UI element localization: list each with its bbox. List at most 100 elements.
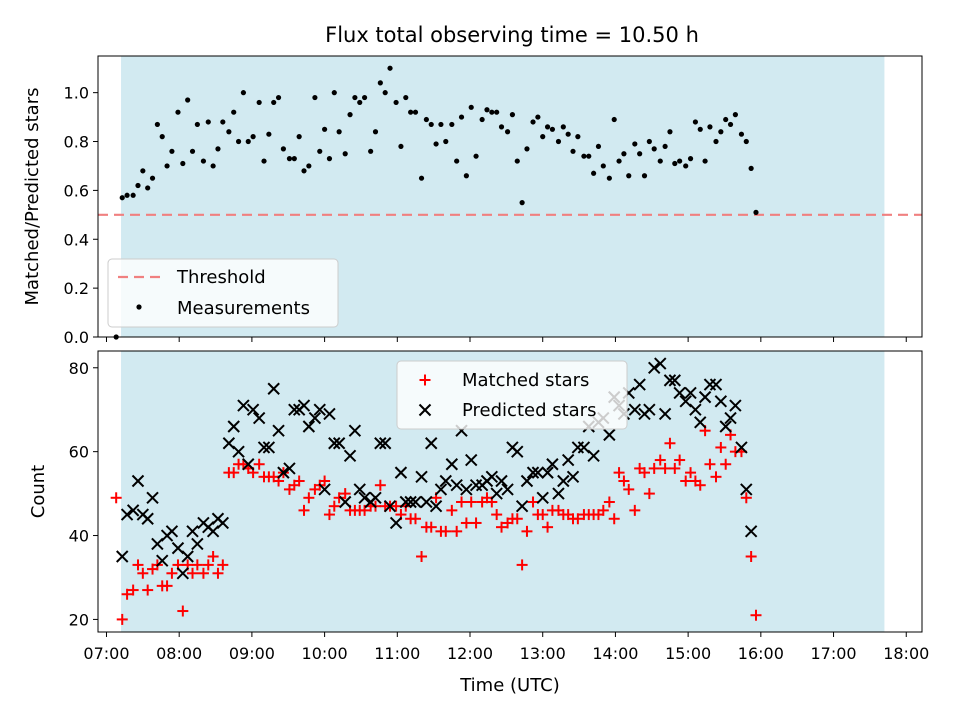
measurement-point <box>581 153 587 159</box>
measurement-point <box>256 99 262 106</box>
matched-point <box>333 492 345 504</box>
measurement-point <box>130 192 136 198</box>
measurement-point <box>519 200 525 206</box>
matched-point <box>161 580 173 592</box>
predicted-point <box>378 437 392 450</box>
cross-stroke <box>654 357 667 370</box>
legend-predicted-swatch <box>418 403 432 417</box>
matched-point <box>639 467 651 479</box>
cross-stroke <box>415 470 428 484</box>
measurement-point <box>677 158 683 164</box>
measurement-point <box>433 141 439 147</box>
measurement-point <box>393 99 399 106</box>
measurement-point <box>361 94 368 101</box>
predicted-point <box>116 550 129 563</box>
matched-point <box>623 483 635 495</box>
cross-stroke <box>328 437 341 450</box>
measurement-point <box>509 112 516 118</box>
cross-stroke <box>445 458 459 471</box>
measurement-point <box>296 134 302 140</box>
measurement-point <box>261 158 267 164</box>
matched-point <box>613 467 625 479</box>
matched-point <box>166 567 178 579</box>
predicted-point <box>338 495 352 509</box>
predicted-point <box>399 495 412 509</box>
measurement-point <box>484 107 490 113</box>
legend-predicted-label: Predicted stars <box>462 400 596 421</box>
predicted-point <box>323 407 336 421</box>
cross-stroke <box>257 441 271 454</box>
cross-stroke <box>191 537 204 551</box>
predicted-point <box>526 466 540 479</box>
measurement-point <box>387 65 393 71</box>
cross-stroke <box>439 474 452 488</box>
matched-point <box>750 609 762 621</box>
matched-point <box>491 509 503 521</box>
matched-point <box>191 559 203 571</box>
cross-stroke <box>252 411 266 425</box>
measurements-series <box>113 65 759 340</box>
cross-stroke <box>495 474 508 488</box>
measurement-point <box>312 94 318 101</box>
cross-stroke <box>120 508 134 521</box>
cross-stroke <box>283 462 296 475</box>
measurement-point <box>738 131 745 137</box>
cross-stroke <box>171 541 185 555</box>
measurement-point <box>683 163 689 169</box>
matched-point <box>654 454 666 466</box>
measurement-point <box>382 90 388 96</box>
matched-point <box>521 525 533 537</box>
legend-threshold-label: Threshold <box>176 267 266 288</box>
matched-point <box>440 525 452 537</box>
predicted-point <box>633 378 646 391</box>
cross-stroke <box>628 403 642 416</box>
matched-point <box>116 613 128 625</box>
measurement-point <box>352 94 358 101</box>
measurement-point <box>530 119 536 125</box>
measurement-point <box>504 129 511 135</box>
measurement-point <box>368 148 374 154</box>
matched-point <box>456 496 468 508</box>
predicted-point <box>668 374 682 387</box>
matched-point <box>643 488 655 500</box>
measurement-point <box>210 163 216 169</box>
matched-point <box>127 584 139 596</box>
predicted-point <box>654 357 667 370</box>
predicted-point <box>673 386 686 400</box>
measurement-point <box>235 138 242 145</box>
cross-stroke <box>673 386 686 400</box>
measurement-point <box>560 124 566 130</box>
matched-point <box>710 471 722 483</box>
measurement-point <box>317 148 323 154</box>
matched-point <box>390 500 402 512</box>
predicted-point <box>587 449 600 463</box>
matched-point <box>516 559 528 571</box>
legend-cross-marker <box>418 403 432 417</box>
matched-point <box>608 513 620 525</box>
predicted-point <box>714 395 728 408</box>
predicted-point <box>353 483 366 496</box>
matched-point <box>298 504 310 516</box>
measurement-point <box>723 116 729 123</box>
measurement-point <box>692 119 699 125</box>
matched-point <box>328 500 340 512</box>
cross-stroke <box>490 487 503 500</box>
measurement-point <box>524 146 530 152</box>
predicted-point <box>515 499 529 513</box>
measurement-point <box>458 114 465 120</box>
predicted-point <box>257 441 271 454</box>
measurement-point <box>291 156 297 162</box>
measurement-point <box>245 138 251 145</box>
matched-point <box>715 441 727 453</box>
predicted-point <box>429 499 443 513</box>
predicted-point <box>561 453 575 467</box>
matched-point <box>496 521 508 533</box>
matched-point <box>720 458 732 470</box>
bottom-x-ticks: 07:00 08:00 09:00 10:00 11:00 12:00 13:00 14:00… <box>83 632 929 663</box>
predicted-point <box>724 411 737 425</box>
matched-point <box>674 454 686 466</box>
cross-stroke <box>434 483 448 496</box>
predicted-point <box>216 516 230 530</box>
measurement-point <box>626 173 632 179</box>
predicted-point <box>541 466 554 479</box>
